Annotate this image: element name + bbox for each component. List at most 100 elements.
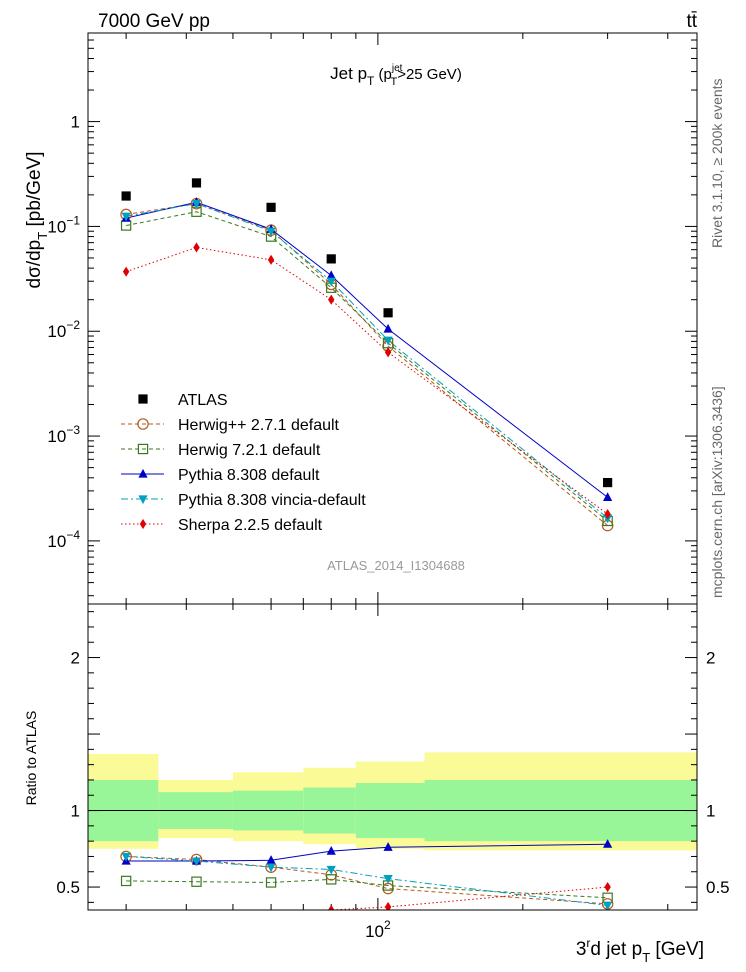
- data-point: [121, 212, 131, 222]
- legend-item: Pythia 8.308 vincia-default: [121, 492, 366, 509]
- ratio-point: [326, 845, 336, 855]
- ratio-points-1: [120, 874, 613, 903]
- series-line: [126, 203, 608, 526]
- legend-marker: [138, 495, 148, 505]
- data-point: [383, 336, 393, 346]
- ratio-series-3: [126, 855, 608, 906]
- mcplots-label: mcplots.cern.ch [arXiv:1306.3436]: [709, 386, 725, 598]
- legend-marker: [139, 518, 147, 530]
- legend-item: Pythia 8.308 default: [121, 467, 320, 484]
- legend-marker: [138, 394, 148, 404]
- ratio-point: [193, 922, 199, 932]
- legend-label: Pythia 8.308 vincia-default: [178, 492, 366, 509]
- ratio-point: [265, 877, 277, 888]
- y-tick-label: 10−1: [47, 213, 80, 236]
- ratio-points-3: [121, 852, 613, 910]
- legend-label: Herwig 7.2.1 default: [178, 442, 321, 459]
- ratio-curves: [120, 839, 614, 939]
- ratio-point: [120, 875, 132, 887]
- y-tick-base: 1: [71, 113, 80, 132]
- ratio-point: [191, 857, 202, 867]
- ratio-point: [603, 839, 613, 848]
- y-tick-label: 10−4: [47, 528, 80, 551]
- data-point: [383, 323, 393, 333]
- data-point: [267, 254, 275, 265]
- y-tick-label-right: 2: [706, 649, 715, 668]
- x-tick-exp: 2: [384, 918, 391, 932]
- legend-item: Sherpa 2.2.5 default: [121, 517, 323, 534]
- ratio-line: [126, 878, 608, 899]
- legend-marker: [137, 418, 149, 430]
- legend-marker: [137, 443, 149, 455]
- y-tick-exp: −2: [66, 318, 80, 332]
- ratio-point: [326, 865, 336, 875]
- series-line: [126, 211, 608, 522]
- ratio-point: [383, 842, 393, 851]
- data-point: [326, 277, 336, 287]
- collision-label: 7000 GeV pp: [98, 11, 210, 32]
- data-point: [193, 242, 200, 253]
- data-point: [191, 200, 202, 209]
- analysis-label: ATLAS_2014_I1304688: [327, 558, 465, 573]
- ratio-point: [268, 911, 274, 921]
- y-tick-base: 10: [47, 427, 66, 446]
- data-point: [604, 509, 611, 520]
- y-tick-label: 10−2: [47, 318, 80, 341]
- series-points-5: [122, 242, 611, 520]
- x-tick-base: 10: [365, 922, 384, 941]
- legend-item: ATLAS: [138, 392, 228, 409]
- y-tick-label: 1: [71, 802, 80, 821]
- data-point: [326, 270, 336, 280]
- y-tick-label-right: 0.5: [706, 878, 730, 897]
- ratio-point: [326, 874, 337, 885]
- series-2: [126, 211, 608, 522]
- series-5: [125, 246, 608, 515]
- main-panel: 110−110−210−310−4 Jet pT (pjet T>25 GeV) …: [24, 32, 698, 605]
- x-tick-label: 102: [365, 918, 391, 941]
- ratio-point: [328, 904, 335, 910]
- data-point: [384, 347, 392, 358]
- legend-label: ATLAS: [178, 392, 228, 409]
- series-3: [126, 201, 608, 498]
- ratio-point: [121, 852, 131, 862]
- ratio-point: [123, 929, 129, 939]
- y-tick-base: 10: [47, 217, 66, 236]
- ratio-points-4: [123, 881, 611, 939]
- ratio-series-0: [126, 855, 608, 905]
- ratio-line: [126, 855, 608, 906]
- ratio-series-1: [126, 878, 608, 899]
- series-line: [125, 246, 608, 515]
- y-tick-exp: −4: [66, 528, 80, 542]
- series-line: [126, 201, 608, 498]
- y-tick-label-right: 1: [706, 802, 715, 821]
- data-point: [266, 227, 276, 237]
- data-point: [603, 477, 613, 488]
- series-points-4: [121, 200, 613, 524]
- y-tick-label: 1: [71, 113, 80, 132]
- ratio-series-2: [126, 843, 608, 862]
- y-tick-label: 2: [71, 649, 80, 668]
- legend-label: Pythia 8.308 default: [178, 467, 320, 484]
- main-y-axis-label: dσ/dpT [pb/GeV]: [24, 152, 50, 289]
- ratio-line: [126, 843, 608, 862]
- rivet-label: Rivet 3.1.10, ≥ 200k events: [709, 78, 725, 248]
- y-tick-label: 0.5: [56, 878, 80, 897]
- ratio-line: [326, 886, 608, 910]
- y-tick-exp: −3: [66, 423, 80, 437]
- ratio-point: [383, 875, 393, 884]
- main-plot-area: 110−110−210−310−4: [47, 32, 697, 604]
- legend-label: Sherpa 2.2.5 default: [178, 517, 323, 534]
- legend-item: Herwig 7.2.1 default: [121, 442, 321, 459]
- data-point: [326, 254, 336, 264]
- series-4: [126, 203, 608, 519]
- data-point: [121, 191, 131, 201]
- data-point: [266, 202, 276, 212]
- data-point: [191, 178, 202, 188]
- data-point: [122, 266, 130, 277]
- x-axis-label: 3rd jet pT [GeV]: [576, 936, 704, 965]
- ratio-series-4: [326, 886, 608, 910]
- main-title: Jet pT (pjet T>25 GeV): [330, 63, 462, 88]
- y-tick-base: 10: [47, 322, 66, 341]
